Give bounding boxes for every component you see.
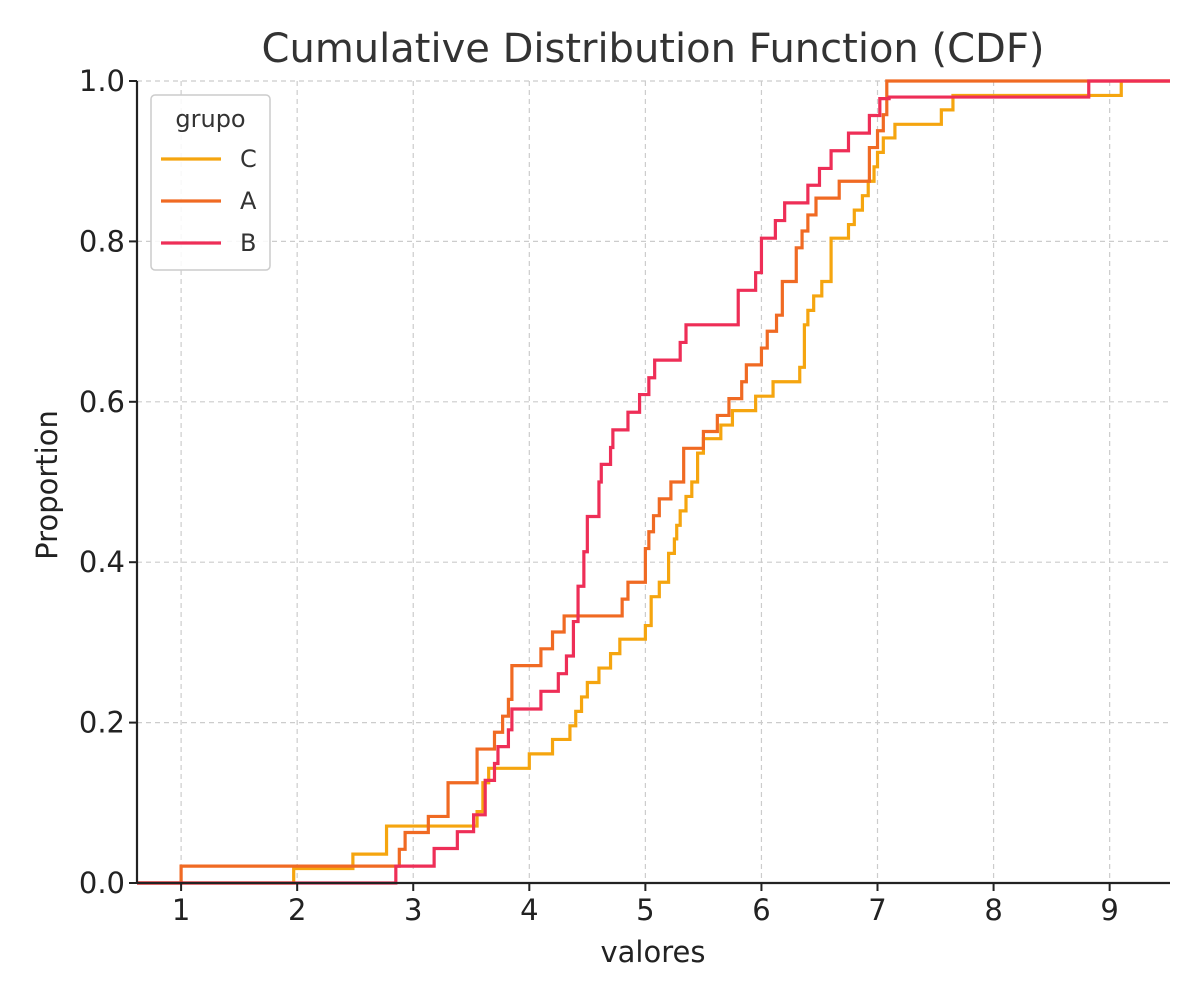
- series-line-A: [137, 79, 1170, 885]
- axes: 1 2 3 4 5 6 7 8 9 0.0 0.2 0.4 0.6 0.8 1.0: [79, 64, 1170, 927]
- x-tick-label: 4: [520, 893, 538, 927]
- y-axis-label: Proportion: [30, 410, 64, 560]
- x-tick-label: 5: [636, 893, 654, 927]
- legend: grupo CAB: [150, 94, 271, 271]
- series-line-B: [137, 79, 1170, 885]
- legend-label-C: C: [240, 145, 257, 173]
- y-tick-label: 0.2: [79, 706, 125, 740]
- grid: [137, 80, 1170, 884]
- series-line-C: [137, 79, 1170, 885]
- x-tick-label: 7: [868, 893, 886, 927]
- y-tick-label: 1.0: [79, 64, 125, 98]
- y-tick-label: 0.6: [79, 385, 125, 419]
- x-tick-label: 2: [288, 893, 306, 927]
- x-tick-label: 3: [404, 893, 422, 927]
- series-layer: [137, 79, 1170, 885]
- y-tick-label: 0.0: [79, 866, 125, 900]
- y-tick-label: 0.8: [79, 224, 125, 258]
- x-tick-label: 1: [172, 893, 190, 927]
- x-tick-label: 9: [1100, 893, 1118, 927]
- legend-title: grupo: [175, 105, 245, 133]
- x-tick-label: 6: [752, 893, 770, 927]
- y-tick-label: 0.4: [79, 545, 125, 579]
- legend-label-A: A: [240, 187, 257, 215]
- x-tick-label: 8: [984, 893, 1002, 927]
- chart-title: Cumulative Distribution Function (CDF): [262, 26, 1045, 72]
- legend-box: [150, 94, 271, 271]
- legend-label-B: B: [240, 229, 256, 257]
- x-axis-label: valores: [601, 935, 706, 969]
